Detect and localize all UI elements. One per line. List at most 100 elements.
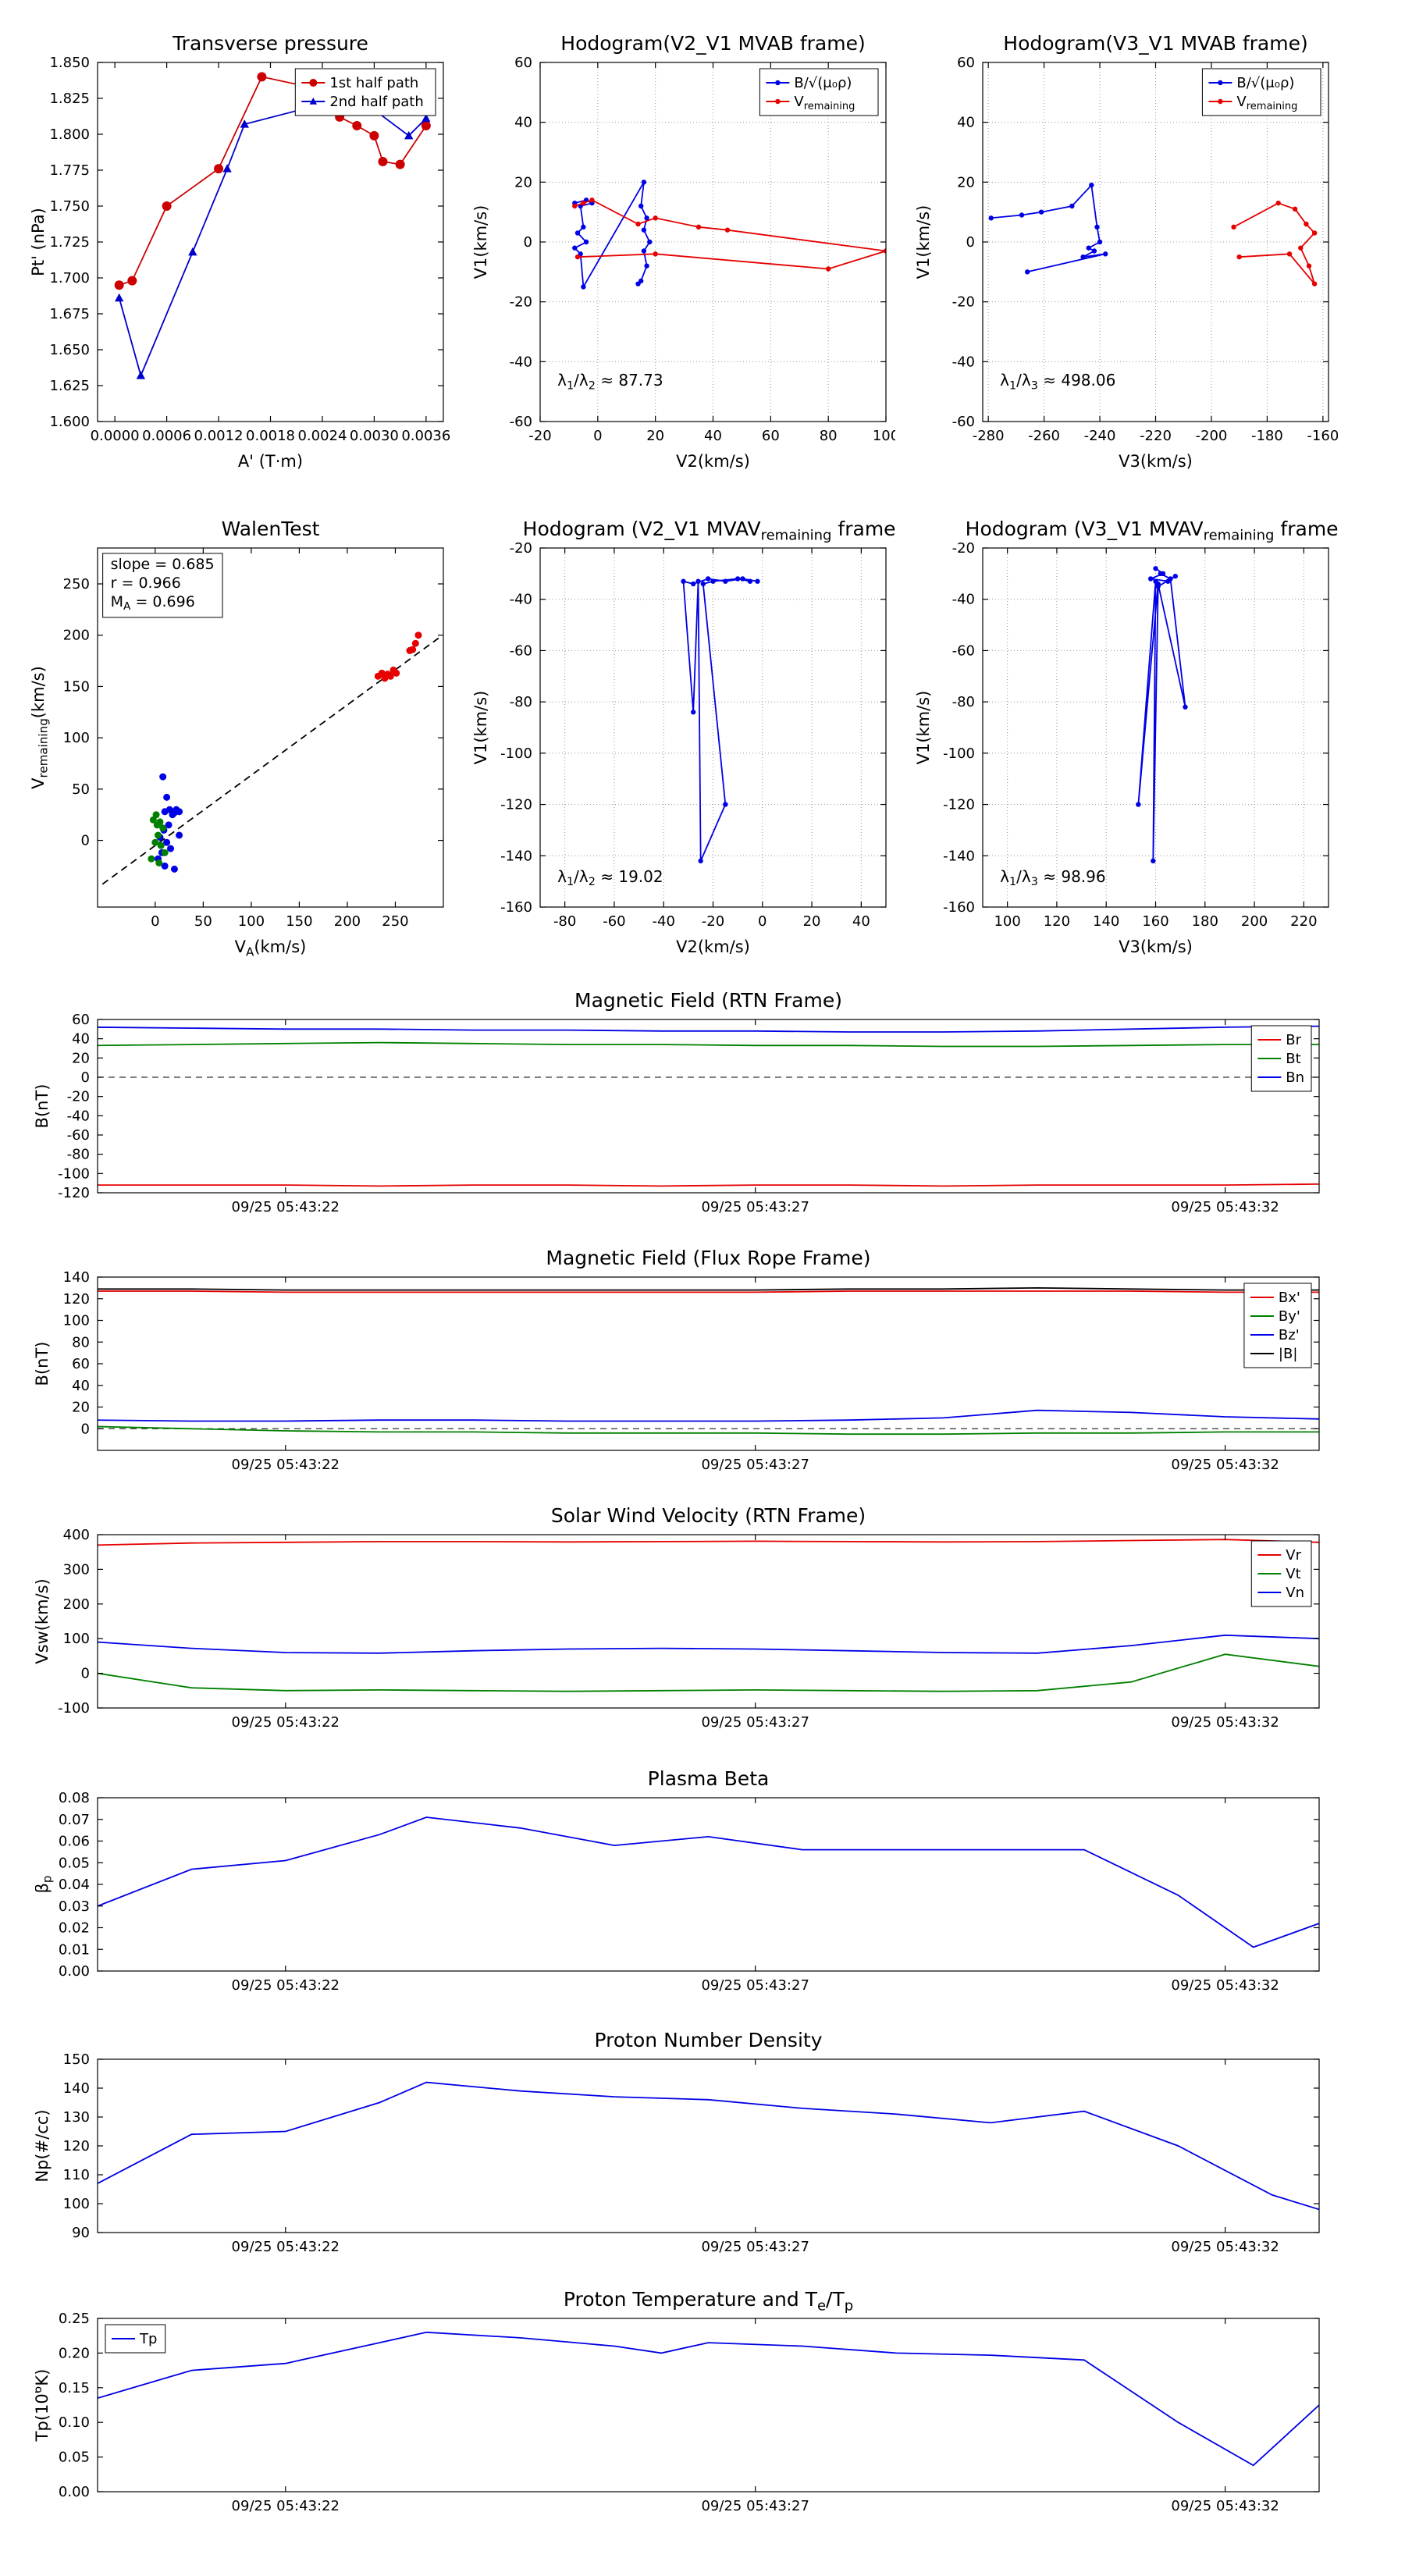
- svg-text:Bx': Bx': [1279, 1290, 1300, 1306]
- svg-text:100: 100: [63, 730, 90, 746]
- svg-text:09/25 05:43:32: 09/25 05:43:32: [1171, 1457, 1279, 1473]
- svg-text:-40: -40: [952, 592, 975, 608]
- svg-text:50: 50: [72, 781, 90, 798]
- svg-text:250: 250: [63, 576, 90, 592]
- svg-text:09/25 05:43:27: 09/25 05:43:27: [701, 1714, 809, 1731]
- svg-text:0: 0: [81, 1421, 90, 1437]
- svg-text:0: 0: [593, 428, 602, 444]
- panel-solar-wind-velocity: 09/25 05:43:22 09/25 05:43:27 09/25 05:43:…: [35, 1497, 1331, 1743]
- svg-text:V1(km/s): V1(km/s): [916, 691, 933, 765]
- svg-text:0.07: 0.07: [59, 1812, 90, 1828]
- svg-text:V1(km/s): V1(km/s): [916, 205, 933, 279]
- svg-text:B/√(μ₀ρ): B/√(μ₀ρ): [794, 75, 852, 91]
- svg-text:V3(km/s): V3(km/s): [1119, 938, 1193, 956]
- svg-text:-60: -60: [952, 642, 975, 659]
- svg-text:110: 110: [63, 2167, 90, 2183]
- svg-text:-20: -20: [952, 540, 975, 557]
- svg-text:400: 400: [63, 1527, 90, 1543]
- svg-text:-140: -140: [500, 848, 532, 864]
- svg-text:-40: -40: [510, 592, 532, 608]
- svg-text:0.00: 0.00: [59, 2484, 90, 2500]
- svg-text:0.10: 0.10: [59, 2414, 90, 2431]
- svg-text:140: 140: [63, 1269, 90, 1286]
- svg-text:-60: -60: [510, 414, 532, 430]
- walen-test-chart: 0 50 100 150 200 250 0 50 100 150 200 250 WalenTest V…: [31, 518, 444, 959]
- svg-text:-40: -40: [653, 913, 675, 930]
- svg-text:60: 60: [762, 428, 780, 444]
- svg-text:1.650: 1.650: [49, 342, 90, 358]
- svg-text:0: 0: [81, 833, 90, 849]
- svg-text:40: 40: [704, 428, 722, 444]
- svg-text:50: 50: [194, 913, 212, 930]
- svg-text:0.20: 0.20: [59, 2345, 90, 2361]
- hodogram-v2v1-mvav-chart: -80 -60 -40 -20 0 20 40 -160 -140 -120 -100 -80 -60 -…: [474, 518, 895, 956]
- svg-text:20: 20: [957, 174, 975, 190]
- svg-text:09/25 05:43:32: 09/25 05:43:32: [1171, 1977, 1279, 1994]
- panel-plasma-beta: 09/25 05:43:22 09/25 05:43:27 09/25 05:43:…: [35, 1760, 1331, 2006]
- svg-text:B(nT): B(nT): [35, 1342, 52, 1386]
- svg-text:-120: -120: [500, 797, 532, 813]
- svg-text:1.825: 1.825: [49, 91, 90, 107]
- svg-text:-280: -280: [973, 428, 1005, 444]
- panel-hodogram-v3v1-mvav: 100 120 140 160 180 200 220 -160 -140 -120 -100 -80…: [916, 500, 1338, 982]
- svg-text:MA = 0.696: MA = 0.696: [111, 593, 195, 613]
- svg-text:0.0024: 0.0024: [297, 428, 347, 444]
- svg-text:0.0006: 0.0006: [142, 428, 191, 444]
- svg-text:09/25 05:43:32: 09/25 05:43:32: [1171, 1199, 1279, 1215]
- magnetic-field-flux-rope-chart: 09/25 05:43:22 09/25 05:43:27 09/25 05:43:…: [35, 1247, 1320, 1473]
- svg-text:0.0018: 0.0018: [246, 428, 295, 444]
- svg-text:220: 220: [1290, 913, 1317, 930]
- svg-text:0.25: 0.25: [59, 2311, 90, 2327]
- svg-text:1.850: 1.850: [49, 55, 90, 71]
- svg-text:0.08: 0.08: [59, 1790, 90, 1806]
- svg-text:60: 60: [957, 55, 975, 71]
- svg-text:-160: -160: [943, 899, 975, 916]
- panel-magnetic-field-rtn: 09/25 05:43:22 09/25 05:43:27 09/25 05:43:…: [35, 982, 1331, 1228]
- panel-transverse-pressure: 0.0000 0.0006 0.0012 0.0018 0.0024 0.0030 0.00…: [31, 14, 453, 496]
- svg-text:Hodogram (V3_V1 MVAVremaining: Hodogram (V3_V1 MVAVremaining frame): [966, 518, 1338, 544]
- svg-text:-160: -160: [500, 899, 532, 916]
- svg-text:40: 40: [852, 913, 870, 930]
- svg-text:100: 100: [238, 913, 265, 930]
- svg-text:09/25 05:43:22: 09/25 05:43:22: [232, 2239, 340, 2255]
- svg-text:Hodogram(V3_V1 MVAB frame): Hodogram(V3_V1 MVAB frame): [1003, 32, 1307, 55]
- svg-text:-20: -20: [510, 540, 532, 557]
- svg-text:0: 0: [151, 913, 159, 930]
- solar-wind-velocity-chart: 09/25 05:43:22 09/25 05:43:27 09/25 05:43:…: [35, 1504, 1320, 1731]
- svg-text:-20: -20: [528, 428, 551, 444]
- svg-text:Bt: Bt: [1286, 1051, 1300, 1067]
- svg-text:180: 180: [1192, 913, 1218, 930]
- svg-text:0.05: 0.05: [59, 2450, 90, 2466]
- svg-text:Vremaining: Vremaining: [794, 94, 855, 112]
- svg-text:Vn: Vn: [1286, 1585, 1304, 1601]
- svg-text:0.0012: 0.0012: [194, 428, 244, 444]
- svg-text:40: 40: [72, 1031, 90, 1048]
- svg-text:Vr: Vr: [1286, 1547, 1301, 1564]
- svg-text:200: 200: [1241, 913, 1268, 930]
- svg-text:0.0036: 0.0036: [401, 428, 450, 444]
- svg-text:βp: βp: [35, 1876, 55, 1894]
- svg-text:V3(km/s): V3(km/s): [1119, 452, 1193, 471]
- svg-text:λ1/λ2 ≈ 87.73: λ1/λ2 ≈ 87.73: [557, 371, 663, 392]
- svg-text:160: 160: [1142, 913, 1168, 930]
- svg-text:-20: -20: [510, 294, 532, 311]
- svg-text:120: 120: [1044, 913, 1070, 930]
- svg-text:20: 20: [803, 913, 821, 930]
- panel-proton-number-density: 09/25 05:43:22 09/25 05:43:27 09/25 05:43:…: [35, 2022, 1331, 2268]
- svg-text:150: 150: [63, 2051, 90, 2068]
- svg-text:-60: -60: [510, 642, 532, 659]
- svg-text:100: 100: [873, 428, 895, 444]
- svg-text:20: 20: [72, 1400, 90, 1416]
- transverse-pressure-chart: 0.0000 0.0006 0.0012 0.0018 0.0024 0.0030 0.00…: [31, 32, 450, 471]
- svg-text:1st half path: 1st half path: [329, 75, 418, 91]
- svg-text:λ1/λ3 ≈ 498.06: λ1/λ3 ≈ 498.06: [1000, 371, 1115, 392]
- svg-text:Transverse pressure: Transverse pressure: [172, 32, 368, 55]
- svg-text:-100: -100: [500, 745, 532, 762]
- svg-text:1.775: 1.775: [49, 162, 90, 179]
- svg-text:Np(#/cc): Np(#/cc): [35, 2109, 52, 2182]
- svg-text:Br: Br: [1286, 1032, 1301, 1048]
- svg-text:Tp: Tp: [139, 2331, 157, 2347]
- svg-text:B(nT): B(nT): [35, 1084, 52, 1129]
- svg-text:90: 90: [72, 2225, 90, 2241]
- svg-text:-80: -80: [67, 1147, 90, 1163]
